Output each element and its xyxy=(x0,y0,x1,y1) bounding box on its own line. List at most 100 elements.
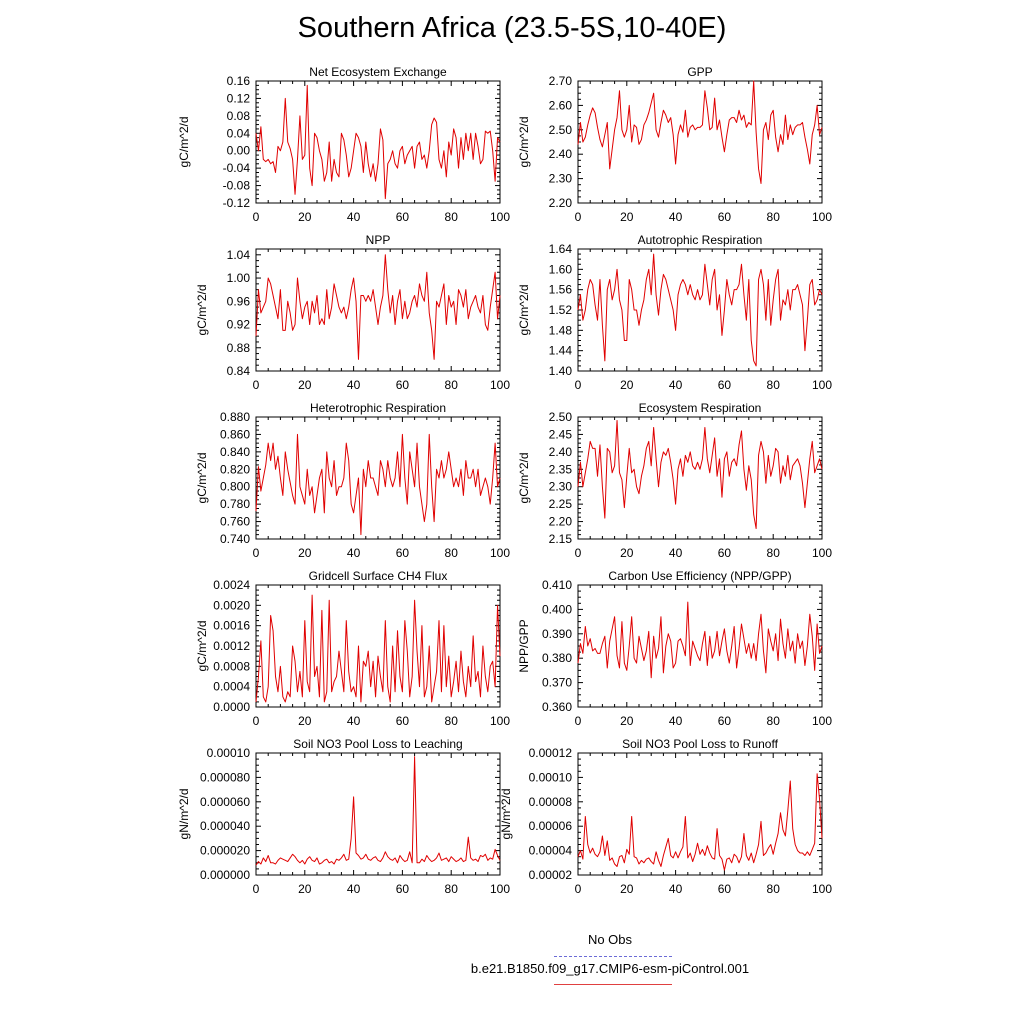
y-tick-label: 0.00006 xyxy=(529,819,573,833)
x-tick-label: 80 xyxy=(445,882,459,896)
y-tick-label: 0.760 xyxy=(220,515,250,529)
y-tick-label: 0.16 xyxy=(227,74,251,88)
y-tick-label: 0.0016 xyxy=(213,619,250,633)
y-tick-label: 0.380 xyxy=(542,651,572,665)
panel-title: Heterotrophic Respiration xyxy=(310,401,446,415)
x-tick-label: 20 xyxy=(620,210,634,224)
x-tick-label: 0 xyxy=(575,378,582,392)
y-tick-label: 0.00010 xyxy=(207,746,251,760)
x-tick-label: 80 xyxy=(767,210,781,224)
x-tick-label: 60 xyxy=(396,882,410,896)
y-tick-label: 1.56 xyxy=(549,283,573,297)
y-tick-label: 0.410 xyxy=(542,578,572,592)
panel-title: Soil NO3 Pool Loss to Runoff xyxy=(622,737,779,751)
legend-model-label: b.e21.B1850.f09_g17.CMIP6-esm-piControl.… xyxy=(470,961,750,976)
x-tick-label: 80 xyxy=(767,714,781,728)
y-tick-label: 0.0020 xyxy=(213,598,250,612)
y-tick-label: 2.30 xyxy=(549,172,573,186)
x-tick-label: 0 xyxy=(253,210,260,224)
plot-frame xyxy=(255,416,501,540)
y-axis-label: gN/m^2/d xyxy=(499,789,513,840)
x-tick-label: 40 xyxy=(347,378,361,392)
y-tick-label: 0.360 xyxy=(542,700,572,714)
x-tick-label: 80 xyxy=(445,714,459,728)
series-line xyxy=(255,756,501,866)
y-axis-label: gC/m^2/d xyxy=(195,453,209,504)
y-tick-label: 2.15 xyxy=(549,532,573,546)
y-tick-label: 2.70 xyxy=(549,74,573,88)
x-tick-label: 60 xyxy=(718,882,732,896)
plot-frame xyxy=(255,80,501,204)
y-axis-label: NPP/GPP xyxy=(517,619,531,672)
series-line xyxy=(255,84,501,200)
y-tick-label: 1.60 xyxy=(549,262,573,276)
y-tick-label: 0.00002 xyxy=(529,868,573,882)
page-title: Southern Africa (23.5-5S,10-40E) xyxy=(297,12,727,44)
x-tick-label: 0 xyxy=(253,546,260,560)
x-tick-label: 40 xyxy=(347,546,361,560)
x-tick-label: 40 xyxy=(669,882,683,896)
series-line xyxy=(255,254,501,360)
panel-title: Gridcell Surface CH4 Flux xyxy=(309,569,448,583)
x-tick-label: 100 xyxy=(490,210,510,224)
plot-frame xyxy=(577,248,823,372)
y-axis-label: gC/m^2/d xyxy=(177,117,191,168)
y-tick-label: 2.40 xyxy=(549,445,573,459)
x-tick-label: 60 xyxy=(718,210,732,224)
series-line xyxy=(255,433,501,536)
y-tick-label: 0.000000 xyxy=(200,868,250,882)
series-line xyxy=(577,80,823,184)
panel-title: Ecosystem Respiration xyxy=(639,401,762,415)
y-axis-label: gC/m^2/d xyxy=(517,453,531,504)
y-tick-label: 0.12 xyxy=(227,91,251,105)
x-tick-label: 0 xyxy=(575,210,582,224)
y-tick-label: 0.00012 xyxy=(529,746,573,760)
x-tick-label: 100 xyxy=(490,882,510,896)
plot-frame xyxy=(577,584,823,708)
series-line xyxy=(577,419,823,530)
panel-title: Carbon Use Efficiency (NPP/GPP) xyxy=(608,569,791,583)
y-tick-label: 2.50 xyxy=(549,123,573,137)
x-tick-label: 80 xyxy=(767,882,781,896)
chart-panel-2: GPP gC/m^2/d 0 20 40 60 80 100 2.20 2.30 2.40 2.50 2… xyxy=(517,65,832,224)
x-tick-label: 20 xyxy=(298,714,312,728)
y-tick-label: 2.35 xyxy=(549,462,573,476)
x-tick-label: 20 xyxy=(298,546,312,560)
y-tick-label: 0.370 xyxy=(542,676,572,690)
x-tick-label: 40 xyxy=(669,378,683,392)
x-tick-label: 60 xyxy=(718,378,732,392)
x-tick-label: 80 xyxy=(767,378,781,392)
y-tick-label: 0.800 xyxy=(220,480,250,494)
y-tick-label: 0.00010 xyxy=(529,770,573,784)
x-tick-label: 100 xyxy=(812,714,832,728)
plot-frame xyxy=(577,416,823,540)
chart-panel-6: Ecosystem Respiration gC/m^2/d 0 20 40 60 80 10… xyxy=(517,401,832,560)
panel-title: NPP xyxy=(366,233,391,247)
y-tick-label: 2.60 xyxy=(549,98,573,112)
y-tick-label: 0.390 xyxy=(542,627,572,641)
x-tick-label: 40 xyxy=(347,714,361,728)
x-tick-label: 40 xyxy=(347,882,361,896)
panel-title: GPP xyxy=(687,65,712,79)
y-tick-label: 0.0012 xyxy=(213,639,250,653)
x-tick-label: 60 xyxy=(396,210,410,224)
x-tick-label: 0 xyxy=(253,882,260,896)
y-tick-label: 0.400 xyxy=(542,602,572,616)
series-line xyxy=(577,253,823,367)
x-tick-label: 60 xyxy=(718,546,732,560)
y-tick-label: 0.820 xyxy=(220,462,250,476)
y-tick-label: -0.04 xyxy=(223,161,251,175)
x-tick-label: 80 xyxy=(445,546,459,560)
x-tick-label: 0 xyxy=(575,882,582,896)
legend-model-line xyxy=(554,984,672,985)
x-tick-label: 60 xyxy=(718,714,732,728)
x-tick-label: 100 xyxy=(812,378,832,392)
chart-panel-5: Heterotrophic Respiration gC/m^2/d 0 20 40 60… xyxy=(195,401,510,560)
y-axis-label: gC/m^2/d xyxy=(195,621,209,672)
chart-panel-7: Gridcell Surface CH4 Flux gC/m^2/d 0 20 40 60… xyxy=(195,569,510,728)
x-tick-label: 80 xyxy=(767,546,781,560)
y-tick-label: 2.50 xyxy=(549,410,573,424)
x-tick-label: 20 xyxy=(620,714,634,728)
x-tick-label: 20 xyxy=(620,882,634,896)
